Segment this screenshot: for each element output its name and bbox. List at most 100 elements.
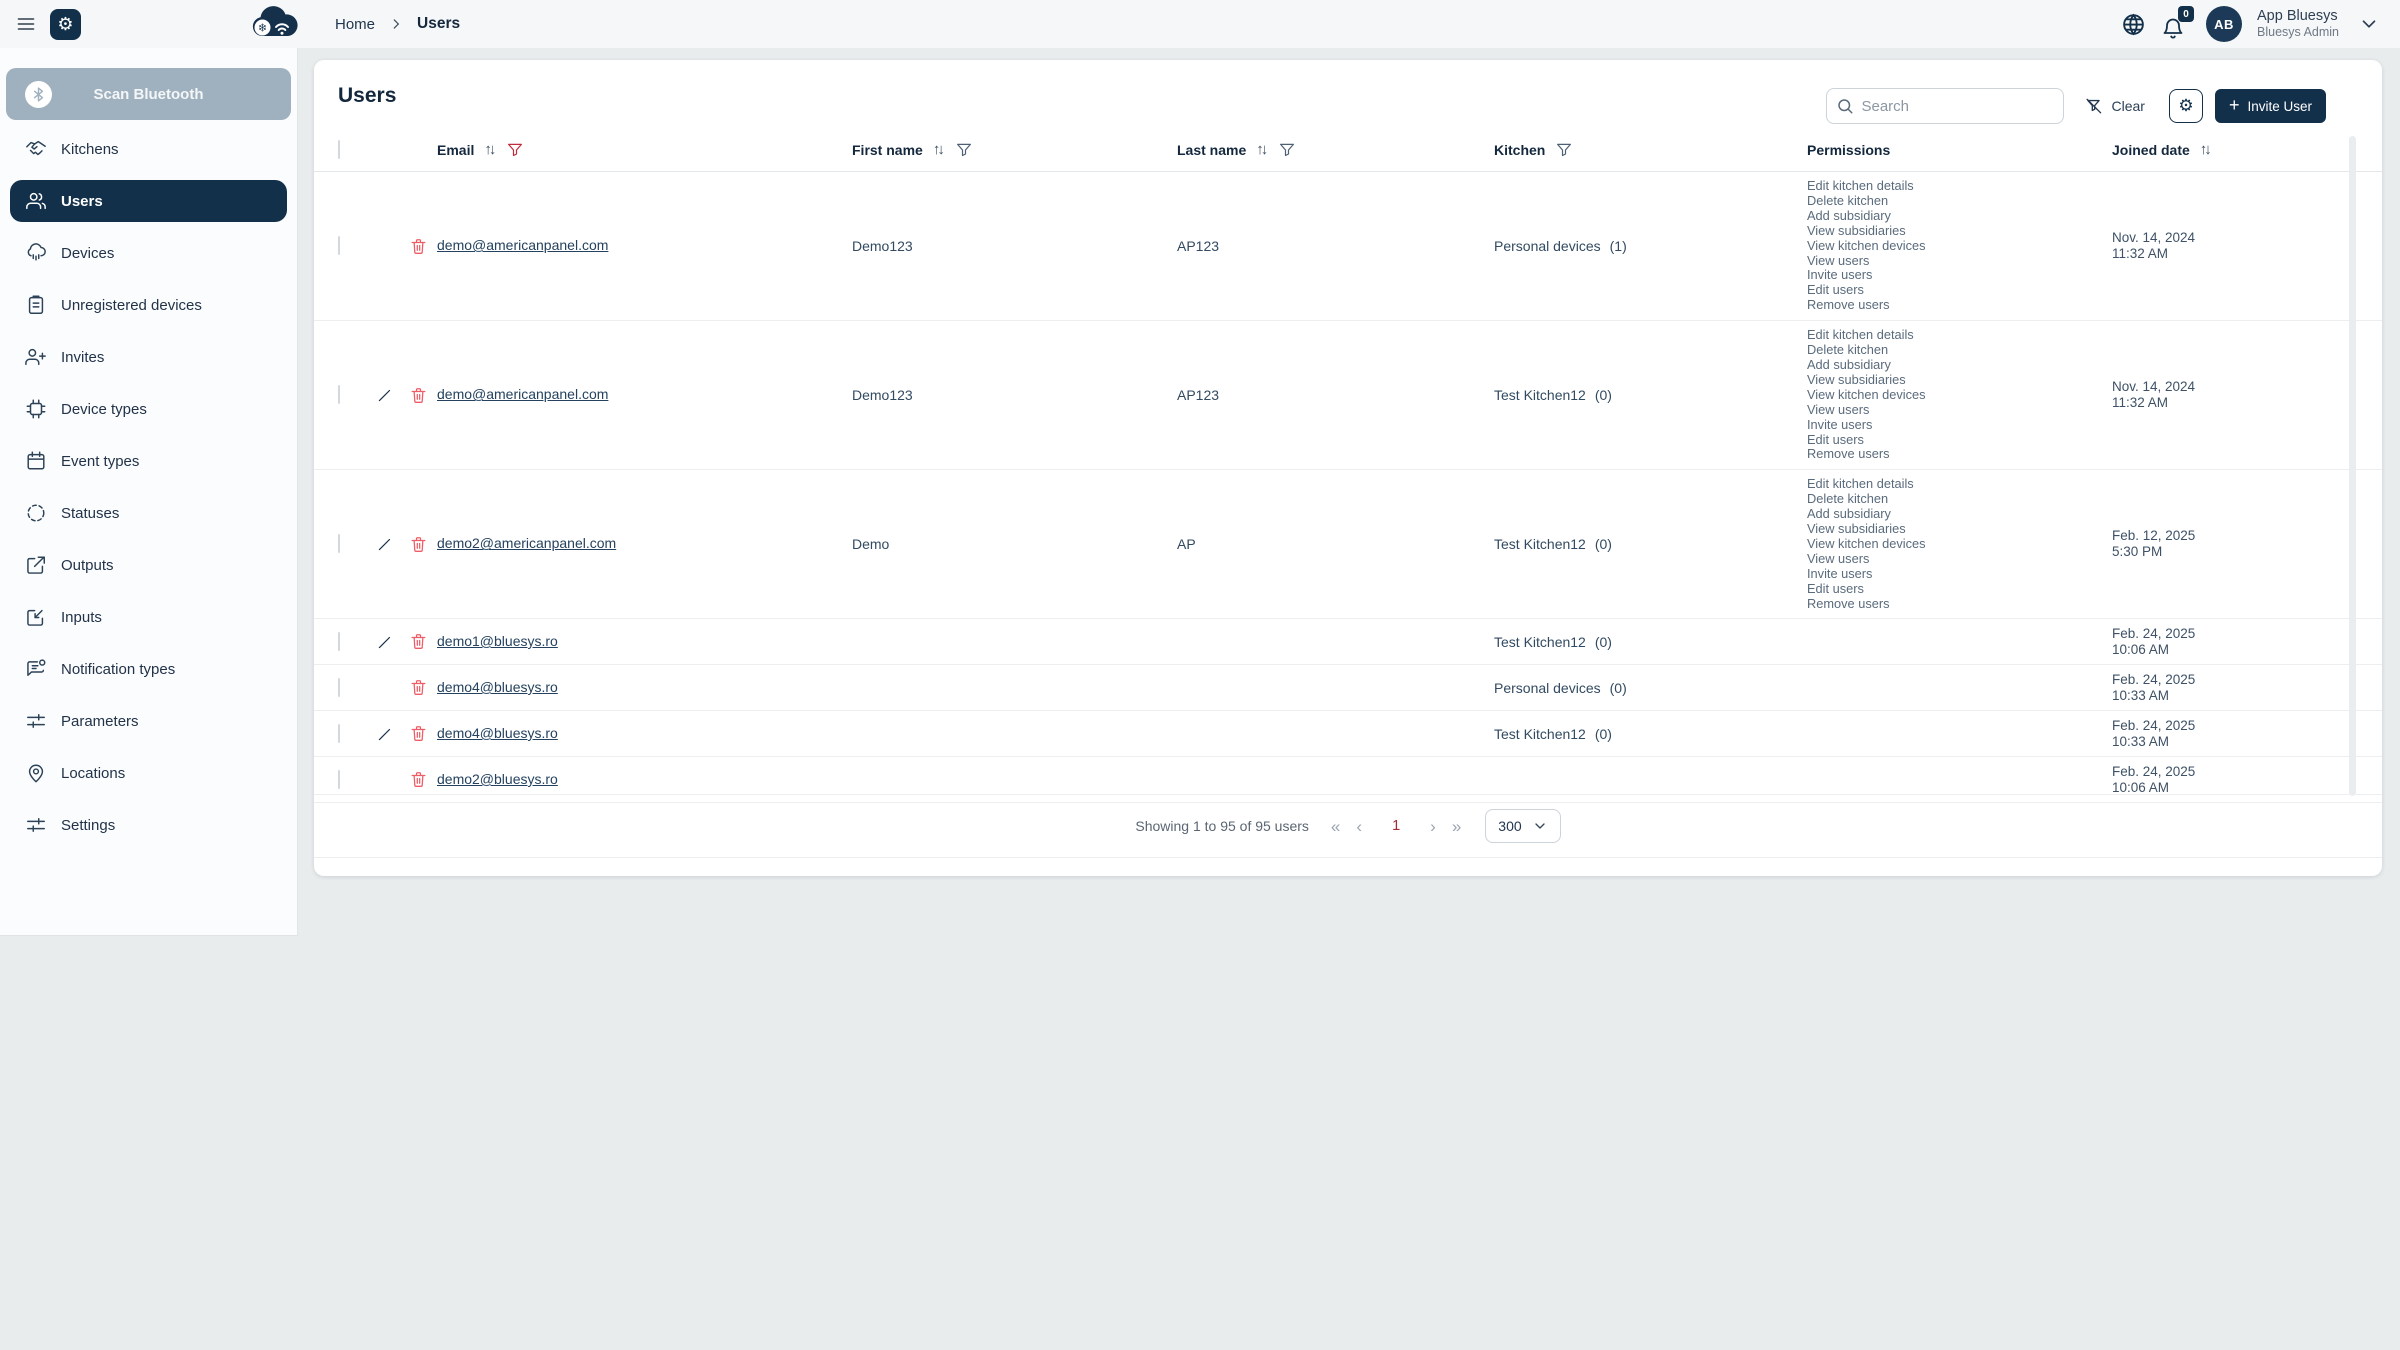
sidebar-item-users[interactable]: Users [10,180,287,222]
dashed-circle-icon [24,502,47,525]
sort-icon[interactable]: ↑↓ [932,141,945,158]
pagination-summary: Showing 1 to 95 of 95 users [1135,818,1309,834]
user-joined-date: Feb. 12, 2025 5:30 PM [2112,528,2196,560]
column-header-joined-date: Joined date ↑↓ [2112,141,2358,158]
permission-item: View kitchen devices [1807,237,1926,253]
permission-item: Edit kitchen details [1807,476,1914,492]
user-email-link[interactable]: demo4@bluesys.ro [437,724,558,741]
row-checkbox[interactable] [338,236,340,256]
notifications-bell-icon[interactable]: 0 [2161,6,2195,40]
language-globe-icon[interactable] [2121,12,2146,37]
clear-filters-button[interactable]: Clear [2084,97,2145,116]
delete-user-button[interactable] [409,770,437,789]
sidebar-item-invites[interactable]: Invites [10,336,287,378]
sidebar-item-parameters[interactable]: Parameters [10,700,287,742]
user-last-name: AP [1177,536,1196,553]
sidebar-item-devices[interactable]: Devices [10,232,287,274]
user-permissions [1807,619,2112,664]
user-kitchen: Test Kitchen12 (0) [1494,725,1612,742]
sidebar-item-label: Event types [61,452,140,470]
row-checkbox[interactable] [338,769,340,789]
first-page-button[interactable]: « [1330,816,1341,836]
edit-user-button[interactable] [376,386,409,404]
clipboard-icon [24,294,47,317]
sidebar-item-notification-types[interactable]: Notification types [10,648,287,690]
user-email-link[interactable]: demo1@bluesys.ro [437,632,558,649]
page-size-select[interactable]: 300 [1485,809,1561,843]
last-page-button[interactable]: » [1451,816,1462,836]
sidebar-item-label: Outputs [61,556,114,574]
quick-settings-button[interactable]: ⚙ [50,8,81,40]
gear-icon: ⚙ [57,13,74,34]
row-checkbox[interactable] [338,534,340,554]
avatar[interactable]: AB [2206,6,2243,42]
hamburger-menu-icon[interactable] [14,12,38,36]
filter-funnel-icon[interactable] [1555,141,1573,159]
invite-user-button[interactable]: + Invite User [2214,89,2326,123]
select-all-checkbox[interactable] [338,139,340,159]
filter-funnel-icon[interactable] [506,141,524,159]
cpu-icon [24,398,47,421]
filter-funnel-icon[interactable] [1278,141,1296,159]
row-checkbox[interactable] [338,723,340,743]
chevron-right-icon [389,17,403,31]
sidebar-item-unregistered-devices[interactable]: Unregistered devices [10,284,287,326]
user-joined-date: Nov. 14, 2024 11:32 AM [2112,379,2196,411]
permission-item: View subsidiaries [1807,222,1906,238]
svg-text:❄: ❄ [258,23,267,35]
delete-user-button[interactable] [409,237,437,256]
sort-icon[interactable]: ↑↓ [2199,141,2212,158]
permission-item: Delete kitchen [1807,192,1889,208]
table-row: demo4@bluesys.ro Personal devices (0) Feb. … [314,665,2382,712]
permission-item: View subsidiaries [1807,521,1906,537]
table-body: demo@americanpanel.com Demo123 AP123 Person… [314,172,2382,804]
sidebar-item-outputs[interactable]: Outputs [10,544,287,586]
user-email-link[interactable]: demo4@bluesys.ro [437,678,558,695]
sidebar-item-label: Inputs [61,608,102,626]
sidebar-item-locations[interactable]: Locations [10,752,287,794]
top-bar: ⚙ ❄ Home Users 0 AB App Bluesys Bluesys … [0,0,2400,48]
sidebar: Scan Bluetooth Kitchens Users Devices Unreg… [0,48,298,936]
permission-item: View subsidiaries [1807,371,1906,387]
breadcrumb-current: Users [417,15,461,32]
chevron-down-icon[interactable] [2358,13,2380,35]
row-checkbox[interactable] [338,631,340,651]
delete-user-button[interactable] [409,632,437,651]
current-page-number[interactable]: 1 [1392,818,1401,834]
sidebar-item-kitchens[interactable]: Kitchens [10,128,287,170]
edit-user-button[interactable] [376,725,409,743]
bluetooth-icon [25,80,52,108]
filter-funnel-icon[interactable] [955,141,973,159]
prev-page-button[interactable]: ‹ [1356,816,1363,836]
sort-icon[interactable]: ↑↓ [484,141,496,158]
search-input[interactable] [1826,88,2065,124]
row-checkbox[interactable] [338,385,340,405]
delete-user-button[interactable] [409,678,437,697]
delete-user-button[interactable] [409,386,437,405]
sort-icon[interactable]: ↑↓ [1256,141,1268,158]
user-email-link[interactable]: demo2@americanpanel.com [437,535,617,552]
user-email-link[interactable]: demo@americanpanel.com [437,386,609,403]
column-header-email: Email ↑↓ [437,141,852,159]
user-email-link[interactable]: demo2@bluesys.ro [437,770,558,787]
table-settings-button[interactable]: ⚙ [2168,89,2203,123]
row-checkbox[interactable] [338,677,340,697]
sidebar-item-settings[interactable]: Settings [10,804,287,846]
scan-bluetooth-button[interactable]: Scan Bluetooth [6,68,291,120]
sidebar-item-device-types[interactable]: Device types [10,388,287,430]
user-first-name: Demo123 [852,238,913,255]
edit-user-button[interactable] [376,535,409,553]
sidebar-item-event-types[interactable]: Event types [10,440,287,482]
sidebar-item-statuses[interactable]: Statuses [10,492,287,534]
plus-icon: + [2228,95,2240,115]
user-last-name: AP123 [1177,238,1220,255]
sidebar-item-inputs[interactable]: Inputs [10,596,287,638]
next-page-button[interactable]: › [1430,816,1436,836]
delete-user-button[interactable] [409,724,437,743]
filter-off-icon [2086,98,2102,114]
delete-user-button[interactable] [409,535,437,554]
vertical-scrollbar[interactable] [2349,136,2356,796]
user-email-link[interactable]: demo@americanpanel.com [437,237,609,254]
breadcrumb-home[interactable]: Home [335,15,376,33]
edit-user-button[interactable] [376,633,409,651]
